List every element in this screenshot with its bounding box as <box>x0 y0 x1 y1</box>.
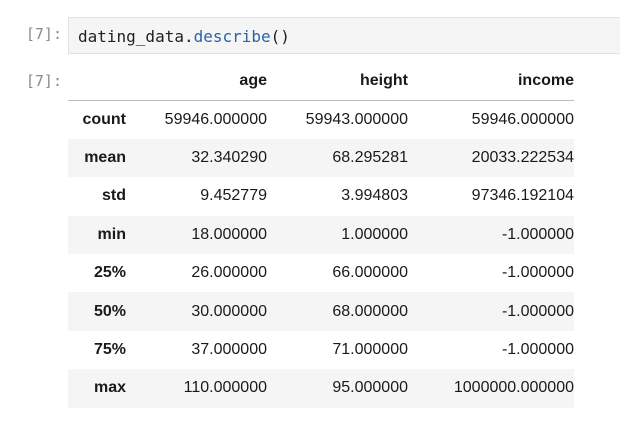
index-header <box>68 62 126 101</box>
table-cell: 18.000000 <box>191 225 267 243</box>
table-cell: -1.000000 <box>501 302 574 320</box>
table-row-std: std 9.452779 3.994803 97346.192104 <box>68 177 574 215</box>
table-row-50: 50% 30.000000 68.000000 -1.000000 <box>68 292 574 331</box>
table-cell: 68.295281 <box>332 149 408 167</box>
table-cell: 66.000000 <box>332 264 408 282</box>
table-cell: -1.000000 <box>501 341 574 359</box>
table-cell: 26.000000 <box>191 264 267 282</box>
table-row-min: min 18.000000 1.000000 -1.000000 <box>68 215 574 255</box>
table-cell: 20033.222534 <box>471 149 574 167</box>
table-cell: 1.000000 <box>341 225 408 243</box>
table-cell: 1000000.000000 <box>453 379 574 397</box>
table-cell: 59946.000000 <box>471 110 574 128</box>
code-method: describe <box>193 27 271 46</box>
output-prompt: [7]: <box>25 72 62 90</box>
row-label: min <box>97 225 126 243</box>
output-area: age height income count 59946.000000 599… <box>68 62 574 408</box>
table-cell: 97346.192104 <box>471 187 574 205</box>
table-cell: -1.000000 <box>501 264 574 282</box>
row-label: mean <box>84 149 126 167</box>
table-cell: 30.000000 <box>191 302 267 320</box>
table-cell: 59943.000000 <box>305 110 408 128</box>
table-cell: 59946.000000 <box>164 110 267 128</box>
table-row-max: max 110.000000 95.000000 1000000.000000 <box>68 369 574 408</box>
row-label: std <box>102 187 126 205</box>
table-cell: 68.000000 <box>332 302 408 320</box>
table-cell: -1.000000 <box>501 225 574 243</box>
table-cell: 3.994803 <box>341 187 408 205</box>
table-cell: 32.340290 <box>191 149 267 167</box>
column-header-income: income <box>408 62 574 101</box>
code-line[interactable]: dating_data.describe() <box>78 27 290 46</box>
header-row: age height income <box>68 62 574 101</box>
row-label: 75% <box>93 341 126 359</box>
row-label: count <box>82 110 126 128</box>
table-row-25: 25% 26.000000 66.000000 -1.000000 <box>68 254 574 292</box>
table-cell: 95.000000 <box>332 379 408 397</box>
column-header-height: height <box>267 62 408 101</box>
table-cell: 9.452779 <box>200 187 267 205</box>
table-row-75: 75% 37.000000 71.000000 -1.000000 <box>68 331 574 369</box>
describe-table: age height income count 59946.000000 599… <box>68 62 574 408</box>
table-cell: 37.000000 <box>191 341 267 359</box>
row-label: 25% <box>93 264 126 282</box>
table-cell: 71.000000 <box>332 341 408 359</box>
table-row-count: count 59946.000000 59943.000000 59946.00… <box>68 101 574 139</box>
code-input-cell[interactable]: dating_data.describe() <box>68 17 620 54</box>
table-cell: 110.000000 <box>183 379 267 397</box>
table-row-mean: mean 32.340290 68.295281 20033.222534 <box>68 138 574 178</box>
row-label: max <box>93 379 126 397</box>
code-object: dating_data. <box>78 27 194 46</box>
column-header-age: age <box>126 62 267 101</box>
code-parens: () <box>270 27 290 46</box>
row-label: 50% <box>93 302 126 320</box>
input-prompt: [7]: <box>25 25 62 43</box>
